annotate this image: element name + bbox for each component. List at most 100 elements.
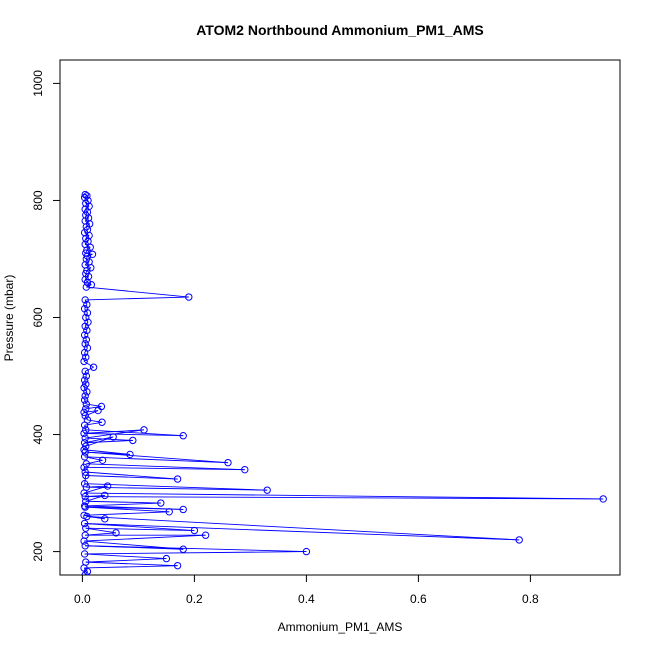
series-segment (85, 270, 88, 274)
series-segment (85, 451, 229, 464)
series-segment (84, 534, 206, 542)
data-point (80, 537, 88, 545)
x-axis: 0.0 0.2 0.4 0.6 0.8 (74, 574, 539, 606)
x-tick-label: 0.2 (186, 592, 203, 606)
data-point (82, 353, 90, 361)
data-point (81, 492, 89, 501)
y-tick-label: 400 (31, 424, 45, 444)
series-segment (84, 205, 90, 210)
data-point (81, 571, 89, 575)
series-segment (84, 553, 167, 560)
series-segment (85, 496, 604, 500)
data-point (80, 408, 88, 417)
data-point (80, 453, 89, 461)
series-segment (84, 502, 161, 507)
data-point (81, 322, 89, 330)
series-segment (83, 467, 86, 473)
series-segment (84, 343, 88, 349)
y-tick-label: 600 (31, 307, 45, 327)
data-point (82, 497, 90, 505)
data-point (80, 429, 88, 438)
data-point (82, 336, 91, 344)
y-tick-label: 200 (31, 541, 45, 561)
data-point (81, 296, 89, 304)
series-segment (85, 250, 88, 254)
data-point (241, 465, 249, 474)
data-point (80, 480, 89, 488)
data-point (82, 400, 91, 408)
data-point (263, 486, 271, 494)
series-segment (84, 425, 87, 430)
series-segment (85, 436, 114, 447)
series-segment (84, 304, 88, 309)
series-segment (87, 419, 103, 423)
series-segment (84, 352, 87, 358)
series-segment (84, 308, 88, 314)
data-point (81, 542, 89, 550)
series-segment (84, 492, 604, 500)
data-point (89, 363, 98, 371)
series-segment (86, 463, 245, 471)
series-segment (86, 284, 92, 288)
series-segment (86, 403, 102, 407)
data-point (83, 309, 92, 317)
data-point (126, 450, 134, 459)
series-segment (84, 415, 88, 421)
series-segment (84, 371, 87, 377)
data-point (82, 313, 90, 322)
data-point (98, 456, 107, 464)
data-point (81, 340, 89, 348)
data-point (81, 468, 89, 476)
data-point (599, 495, 607, 503)
series-segment (84, 220, 90, 225)
data-point (201, 531, 210, 539)
data-point (81, 412, 89, 420)
data-point (81, 503, 89, 511)
series-segment (86, 246, 91, 251)
series-segment (84, 483, 268, 491)
data-point (94, 406, 102, 415)
data-point (515, 536, 523, 544)
series-segment (85, 429, 184, 437)
series-segment (85, 203, 90, 207)
data-point (82, 426, 90, 434)
data-point (80, 357, 88, 366)
x-tick-label: 0.6 (410, 592, 427, 606)
series-segment (85, 317, 89, 323)
series-segment (85, 527, 195, 531)
data-point (165, 508, 173, 516)
series-segment (86, 286, 189, 298)
series-segment (85, 437, 133, 441)
series-layer (80, 190, 607, 575)
series-segment (83, 485, 108, 494)
data-point (81, 448, 89, 456)
series-segment (85, 558, 167, 563)
data-point (162, 554, 171, 563)
data-point (80, 421, 89, 429)
x-tick-label: 0.4 (298, 592, 315, 606)
series-segment (84, 334, 87, 340)
series-segment (85, 527, 117, 534)
data-point (81, 190, 89, 199)
series-segment (83, 387, 88, 393)
data-point (101, 491, 109, 500)
series-segment (85, 255, 88, 260)
data-point (80, 550, 89, 558)
series-segment (84, 299, 88, 305)
data-point (81, 367, 89, 376)
data-point (80, 331, 89, 339)
data-point (179, 432, 187, 440)
series-segment (85, 366, 94, 372)
data-point (82, 524, 90, 532)
series-segment (84, 347, 88, 353)
series-segment (85, 410, 99, 417)
series-segment (84, 429, 145, 434)
data-point (157, 499, 165, 507)
x-axis-label: Ammonium_PM1_AMS (278, 620, 403, 634)
series-segment (84, 511, 170, 516)
data-point (83, 512, 91, 521)
data-point (140, 426, 148, 434)
data-point (112, 529, 120, 537)
data-point (190, 526, 199, 535)
